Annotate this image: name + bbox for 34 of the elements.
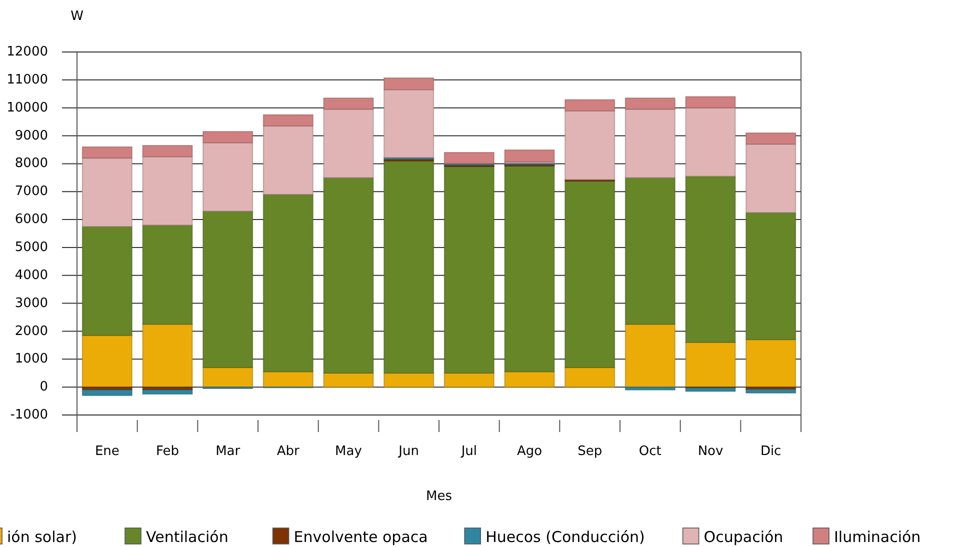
x-tick-label: Ene — [94, 444, 120, 459]
y-tick-label: 11000 — [6, 72, 48, 88]
y-tick-label: 2000 — [14, 324, 48, 339]
y-tick-label: 8000 — [14, 156, 48, 172]
y-tick-label: 12000 — [6, 44, 48, 60]
legend-label: Ocupación — [704, 528, 784, 546]
y-tick-label: 9000 — [14, 128, 48, 144]
y-tick-label: 7000 — [14, 184, 48, 200]
y-tick-label: -1000 — [10, 408, 48, 423]
legend-label: Envolvente opaca — [294, 528, 428, 546]
legend-label: ión solar) — [7, 528, 77, 546]
y-tick-label: 6000 — [14, 212, 48, 228]
x-tick-label: Nov — [698, 444, 724, 459]
x-tick-label: Sep — [578, 444, 602, 459]
legend-label: Iluminación — [834, 528, 921, 546]
x-tick-label: Mar — [216, 444, 241, 459]
x-tick-label: Abr — [276, 444, 300, 459]
x-tick-label: Ago — [516, 444, 542, 459]
x-tick-label: Dic — [760, 444, 782, 459]
legend-label: Ventilación — [146, 528, 228, 546]
x-tick-label: Jun — [398, 444, 419, 459]
legend-label: Huecos (Conducción) — [486, 528, 645, 546]
y-tick-label: 1000 — [14, 352, 48, 367]
x-tick-label: Jul — [460, 444, 478, 459]
x-tick-label: Oct — [638, 444, 662, 459]
y-tick-label: 0 — [40, 380, 48, 395]
y-tick-label: 4000 — [14, 268, 48, 283]
y-tick-label: 10000 — [6, 100, 48, 116]
x-tick-label: May — [335, 444, 362, 459]
y-tick-label: 3000 — [14, 296, 48, 311]
y-tick-label: 5000 — [14, 240, 48, 256]
x-axis-title: Mes — [426, 489, 452, 504]
y-axis-title: W — [70, 9, 84, 24]
x-tick-label: Feb — [156, 444, 180, 459]
